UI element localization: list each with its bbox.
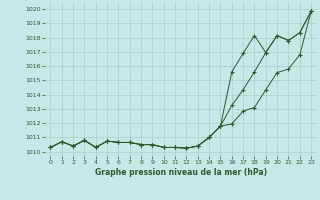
X-axis label: Graphe pression niveau de la mer (hPa): Graphe pression niveau de la mer (hPa) [95, 168, 267, 177]
